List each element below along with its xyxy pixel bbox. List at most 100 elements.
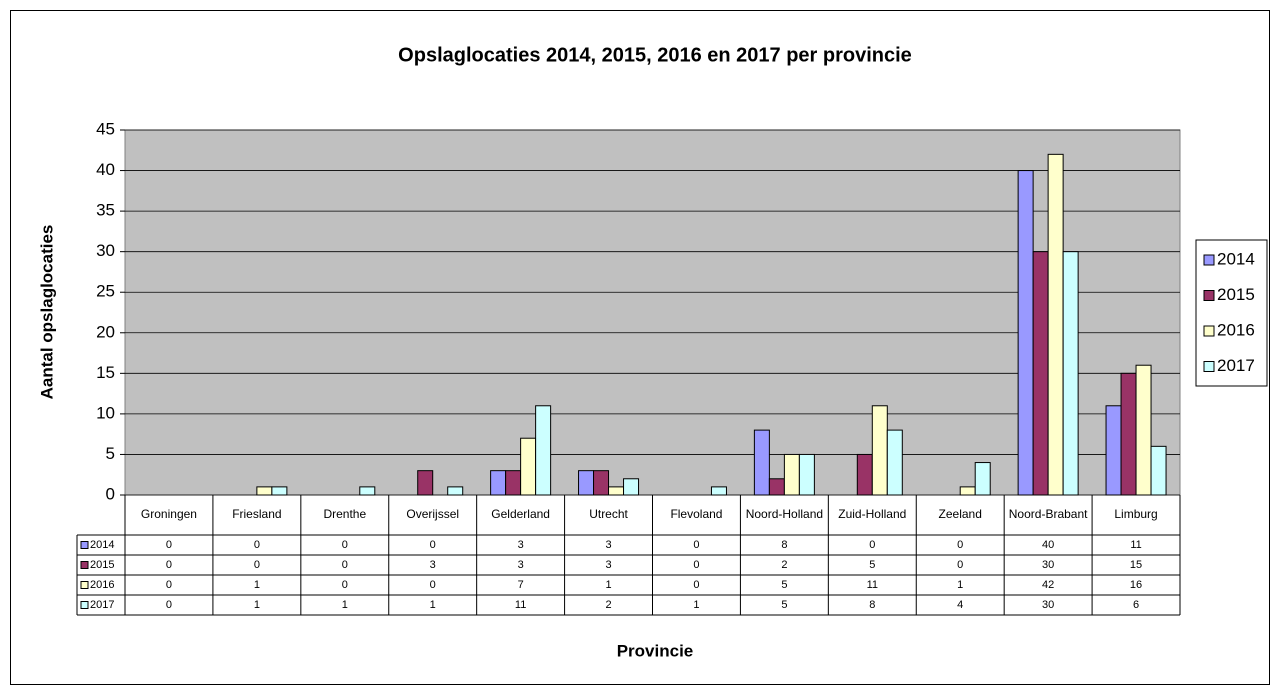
- bar: [783, 453, 800, 496]
- legend-key: [1203, 361, 1215, 372]
- table-value: 0: [166, 559, 172, 571]
- table-series-label: 2017: [90, 599, 114, 611]
- table-value: 2: [781, 559, 787, 571]
- legend-key: [1203, 254, 1215, 266]
- table-value: 3: [518, 539, 524, 551]
- category-label: Zeeland: [939, 507, 982, 521]
- category-label: Overijssel: [406, 507, 459, 521]
- y-tick-label: 35: [96, 201, 115, 220]
- bar: [256, 486, 273, 496]
- table-value: 8: [781, 539, 787, 551]
- x-axis-title: Provincie: [617, 641, 694, 660]
- table-value: 0: [166, 539, 172, 551]
- y-tick-label: 40: [96, 160, 115, 179]
- bar: [1047, 153, 1064, 496]
- bar: [593, 470, 610, 496]
- bar: [1017, 170, 1034, 496]
- bar: [871, 405, 888, 496]
- bar: [608, 486, 625, 496]
- bar: [417, 470, 434, 496]
- bar: [520, 437, 537, 496]
- bar: [1105, 405, 1122, 496]
- table-value: 0: [693, 559, 699, 571]
- table-value: 11: [1130, 539, 1141, 551]
- table-value: 4: [957, 599, 963, 611]
- table-legend-key: [80, 541, 89, 549]
- y-tick-label: 10: [96, 403, 115, 422]
- bar: [856, 453, 873, 496]
- bar: [623, 478, 640, 496]
- table-value: 30: [1042, 599, 1054, 611]
- table-value: 2: [605, 599, 611, 611]
- table-legend-key: [80, 581, 89, 589]
- category-label: Drenthe: [323, 507, 366, 521]
- table-value: 11: [515, 599, 526, 611]
- legend-key: [1203, 290, 1215, 301]
- table-value: 0: [693, 579, 699, 591]
- category-label: Utrecht: [589, 507, 628, 521]
- table-value: 0: [957, 539, 963, 551]
- bar: [1032, 251, 1049, 496]
- y-tick-label: 20: [96, 322, 115, 341]
- category-label: Noord-Holland: [746, 507, 823, 521]
- bar: [710, 486, 727, 496]
- legend-label: 2017: [1217, 356, 1255, 375]
- y-tick-label: 5: [106, 444, 115, 463]
- plot-area: [124, 129, 1181, 496]
- category-label: Groningen: [141, 507, 197, 521]
- table-value: 0: [869, 539, 875, 551]
- bar: [359, 486, 376, 496]
- table-value: 0: [342, 559, 348, 571]
- table-value: 0: [166, 579, 172, 591]
- table-value: 0: [254, 539, 260, 551]
- category-label: Zuid-Holland: [838, 507, 906, 521]
- table-series-label: 2014: [90, 539, 114, 551]
- y-tick-label: 45: [96, 119, 115, 138]
- y-tick-label: 25: [96, 282, 115, 301]
- table-value: 8: [869, 599, 875, 611]
- y-tick-label: 30: [96, 241, 115, 260]
- table-value: 0: [430, 539, 436, 551]
- table-value: 3: [605, 559, 611, 571]
- table-value: 30: [1042, 559, 1054, 571]
- table-value: 5: [781, 599, 787, 611]
- bar: [959, 486, 976, 496]
- bar: [886, 429, 903, 496]
- table-value: 0: [166, 599, 172, 611]
- table-value: 1: [254, 599, 260, 611]
- category-label: Friesland: [232, 507, 281, 521]
- table-series-label: 2015: [90, 559, 114, 571]
- bar: [974, 462, 991, 496]
- table-value: 7: [518, 579, 524, 591]
- table-value: 6: [1133, 599, 1139, 611]
- table-value: 1: [342, 599, 348, 611]
- bar: [753, 429, 770, 496]
- bar: [1135, 364, 1152, 496]
- category-label: Noord-Brabant: [1009, 507, 1088, 521]
- bar: [798, 453, 815, 496]
- table-value: 1: [254, 579, 260, 591]
- table-value: 5: [781, 579, 787, 591]
- table-value: 3: [430, 559, 436, 571]
- table-value: 16: [1130, 579, 1142, 591]
- table-value: 3: [518, 559, 524, 571]
- table-value: 42: [1042, 579, 1054, 591]
- legend-label: 2015: [1217, 285, 1255, 304]
- table-legend-key: [80, 561, 89, 569]
- table-value: 0: [957, 559, 963, 571]
- table-value: 0: [430, 579, 436, 591]
- chart-title: Opslaglocaties 2014, 2015, 2016 en 2017 …: [398, 44, 912, 66]
- table-value: 0: [342, 539, 348, 551]
- bar: [505, 470, 522, 496]
- category-label: Gelderland: [491, 507, 550, 521]
- bar: [1062, 251, 1079, 496]
- table-legend-key: [80, 601, 89, 609]
- legend-label: 2014: [1217, 249, 1255, 268]
- table-series-label: 2016: [90, 579, 114, 591]
- table-value: 0: [254, 559, 260, 571]
- table-value: 5: [869, 559, 875, 571]
- legend-key: [1203, 325, 1215, 337]
- bar: [535, 405, 552, 496]
- category-label: Limburg: [1114, 507, 1157, 521]
